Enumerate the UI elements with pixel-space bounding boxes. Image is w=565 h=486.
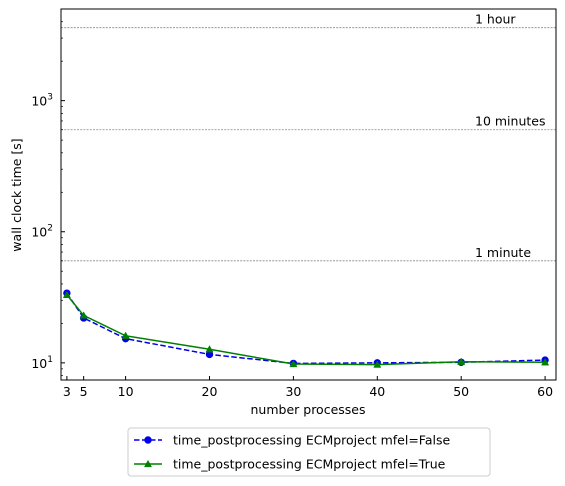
data-point bbox=[289, 359, 298, 368]
data-point bbox=[457, 357, 466, 365]
x-tick-label: 50 bbox=[453, 384, 469, 399]
legend-marker bbox=[143, 459, 153, 468]
legend: time_postprocessing ECMproject mfel=Fals… bbox=[127, 427, 491, 477]
series-layer bbox=[62, 289, 550, 368]
y-axis: 101 102 103 bbox=[31, 8, 65, 376]
legend-items: time_postprocessing ECMproject mfel=Fals… bbox=[134, 433, 450, 472]
data-point bbox=[541, 358, 550, 366]
series-2 bbox=[62, 290, 550, 368]
plot-frame bbox=[60, 8, 557, 381]
data-point bbox=[205, 345, 214, 353]
data-point bbox=[121, 331, 130, 339]
x-axis: 3 5 10 20 30 40 50 60 bbox=[63, 376, 553, 399]
x-tick-label: 20 bbox=[202, 384, 218, 399]
reference-line-label: 1 hour bbox=[475, 12, 516, 27]
x-tick-label: 60 bbox=[537, 384, 553, 399]
x-axis-label: number processes bbox=[251, 402, 366, 417]
y-tick-label: 101 bbox=[31, 355, 53, 371]
legend-label: time_postprocessing ECMproject mfel=Fals… bbox=[173, 433, 450, 448]
data-point bbox=[62, 290, 71, 299]
reference-lines: 1 minute 10 minutes 1 hour bbox=[61, 12, 556, 262]
series-1 bbox=[63, 289, 549, 368]
legend-marker bbox=[144, 436, 152, 444]
x-tick-label: 30 bbox=[285, 384, 301, 399]
x-tick-label: 3 bbox=[63, 384, 71, 399]
x-tick-label: 10 bbox=[118, 384, 134, 399]
legend-frame bbox=[127, 427, 491, 477]
y-tick-label: 102 bbox=[31, 224, 53, 240]
reference-line-label: 10 minutes bbox=[475, 114, 545, 129]
series-line bbox=[66, 292, 546, 365]
series-line bbox=[66, 294, 546, 366]
y-axis-label: wall clock time [s] bbox=[9, 138, 24, 251]
data-point bbox=[79, 311, 88, 319]
legend-label: time_postprocessing ECMproject mfel=True bbox=[173, 457, 446, 472]
x-tick-label: 40 bbox=[369, 384, 385, 399]
reference-line-label: 1 minute bbox=[475, 245, 531, 260]
data-point bbox=[373, 360, 382, 368]
y-tick-label: 103 bbox=[31, 93, 53, 109]
x-tick-label: 5 bbox=[80, 384, 88, 399]
